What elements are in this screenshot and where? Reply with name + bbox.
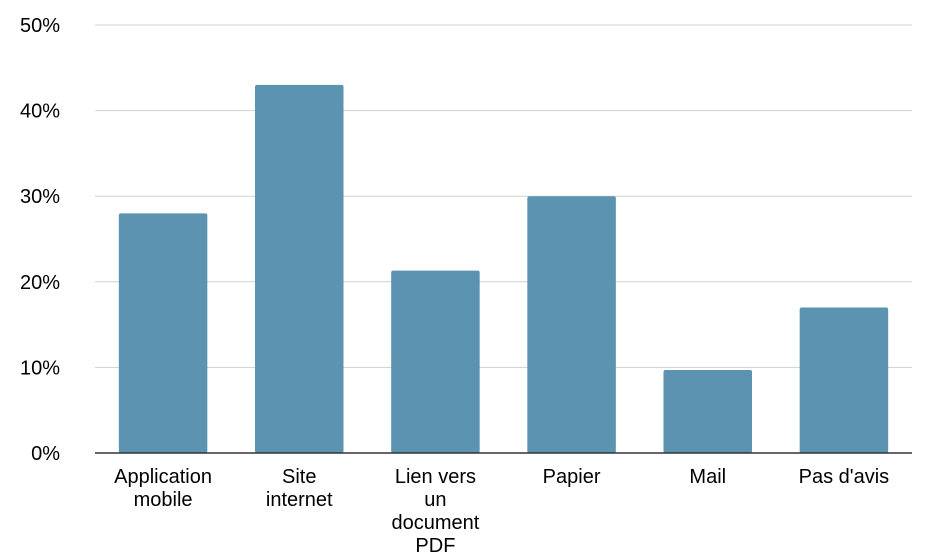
y-tick-label: 40% xyxy=(20,101,60,123)
x-category-label: Lien vers un document PDF xyxy=(391,466,479,557)
x-category-label: Pas d'avis xyxy=(799,466,890,488)
y-tick-label: 10% xyxy=(20,357,60,379)
bar xyxy=(391,270,480,453)
x-category-label: Papier xyxy=(543,466,601,488)
x-category-label: Site internet xyxy=(266,466,333,511)
bars xyxy=(118,84,889,454)
gridlines xyxy=(95,24,912,368)
bar xyxy=(799,307,889,453)
y-tick-label: 20% xyxy=(20,272,60,294)
bar xyxy=(254,84,344,454)
y-axis-tick-labels: 0% 10% 20% 30% 40% 50% xyxy=(20,15,60,465)
bar xyxy=(118,213,208,453)
x-category-label: Application mobile xyxy=(114,466,212,511)
x-category-label: Mail xyxy=(689,466,726,488)
y-tick-label: 0% xyxy=(31,443,60,465)
y-tick-label: 50% xyxy=(20,15,60,37)
bar xyxy=(663,369,753,453)
bar xyxy=(527,196,616,453)
x-axis-category-labels: Application mobile Site internet Lien vers un… xyxy=(114,466,889,557)
y-tick-label: 30% xyxy=(20,186,60,208)
